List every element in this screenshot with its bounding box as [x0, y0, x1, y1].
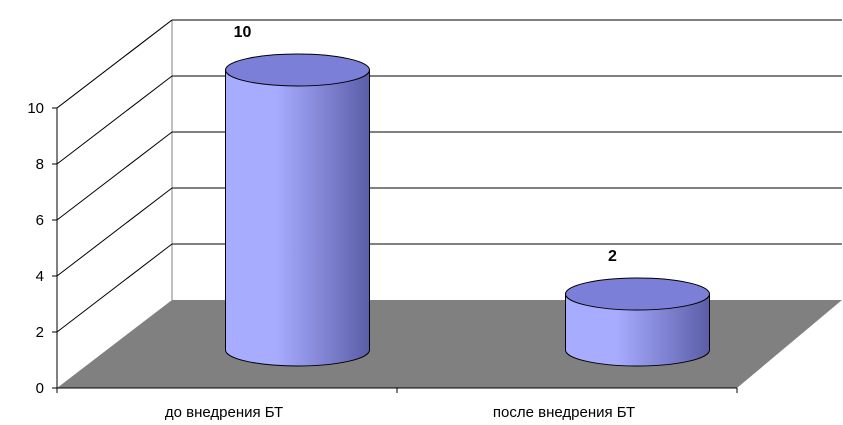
cylinder-bar: [225, 53, 370, 367]
chart-walls: [56, 19, 842, 300]
data-label: 10: [234, 24, 252, 41]
y-tick-label: 6: [36, 212, 44, 229]
cylinder-top: [225, 53, 370, 87]
y-tick-label: 4: [36, 268, 44, 285]
floor: [57, 300, 842, 388]
chart-floor: [57, 300, 842, 388]
y-tick-label: 8: [36, 156, 44, 173]
x-axis: до внедрения БТ после внедрения БТ: [56, 387, 738, 421]
bars: [225, 53, 710, 367]
x-category-label: после внедрения БТ: [493, 404, 635, 421]
cylinder-body: [565, 293, 710, 367]
gridline-side: [56, 187, 173, 277]
y-tick-label: 2: [36, 324, 44, 341]
labels: 10 2: [234, 24, 617, 265]
gridlines: [56, 19, 842, 333]
y-axis: 0 2 4 6 8 10: [27, 100, 58, 397]
y-tick-label: 10: [27, 100, 44, 117]
gridline-side: [56, 243, 173, 333]
gridline-side: [56, 131, 173, 221]
gridline-side: [56, 75, 173, 165]
data-label: 2: [608, 248, 617, 265]
cylinder-bar: [565, 277, 710, 367]
cylinder-body: [225, 69, 370, 367]
gridline-side: [56, 19, 173, 109]
cylinder-top: [565, 277, 710, 311]
y-tick-label: 0: [36, 380, 44, 397]
x-category-label: до внедрения БТ: [165, 404, 283, 421]
